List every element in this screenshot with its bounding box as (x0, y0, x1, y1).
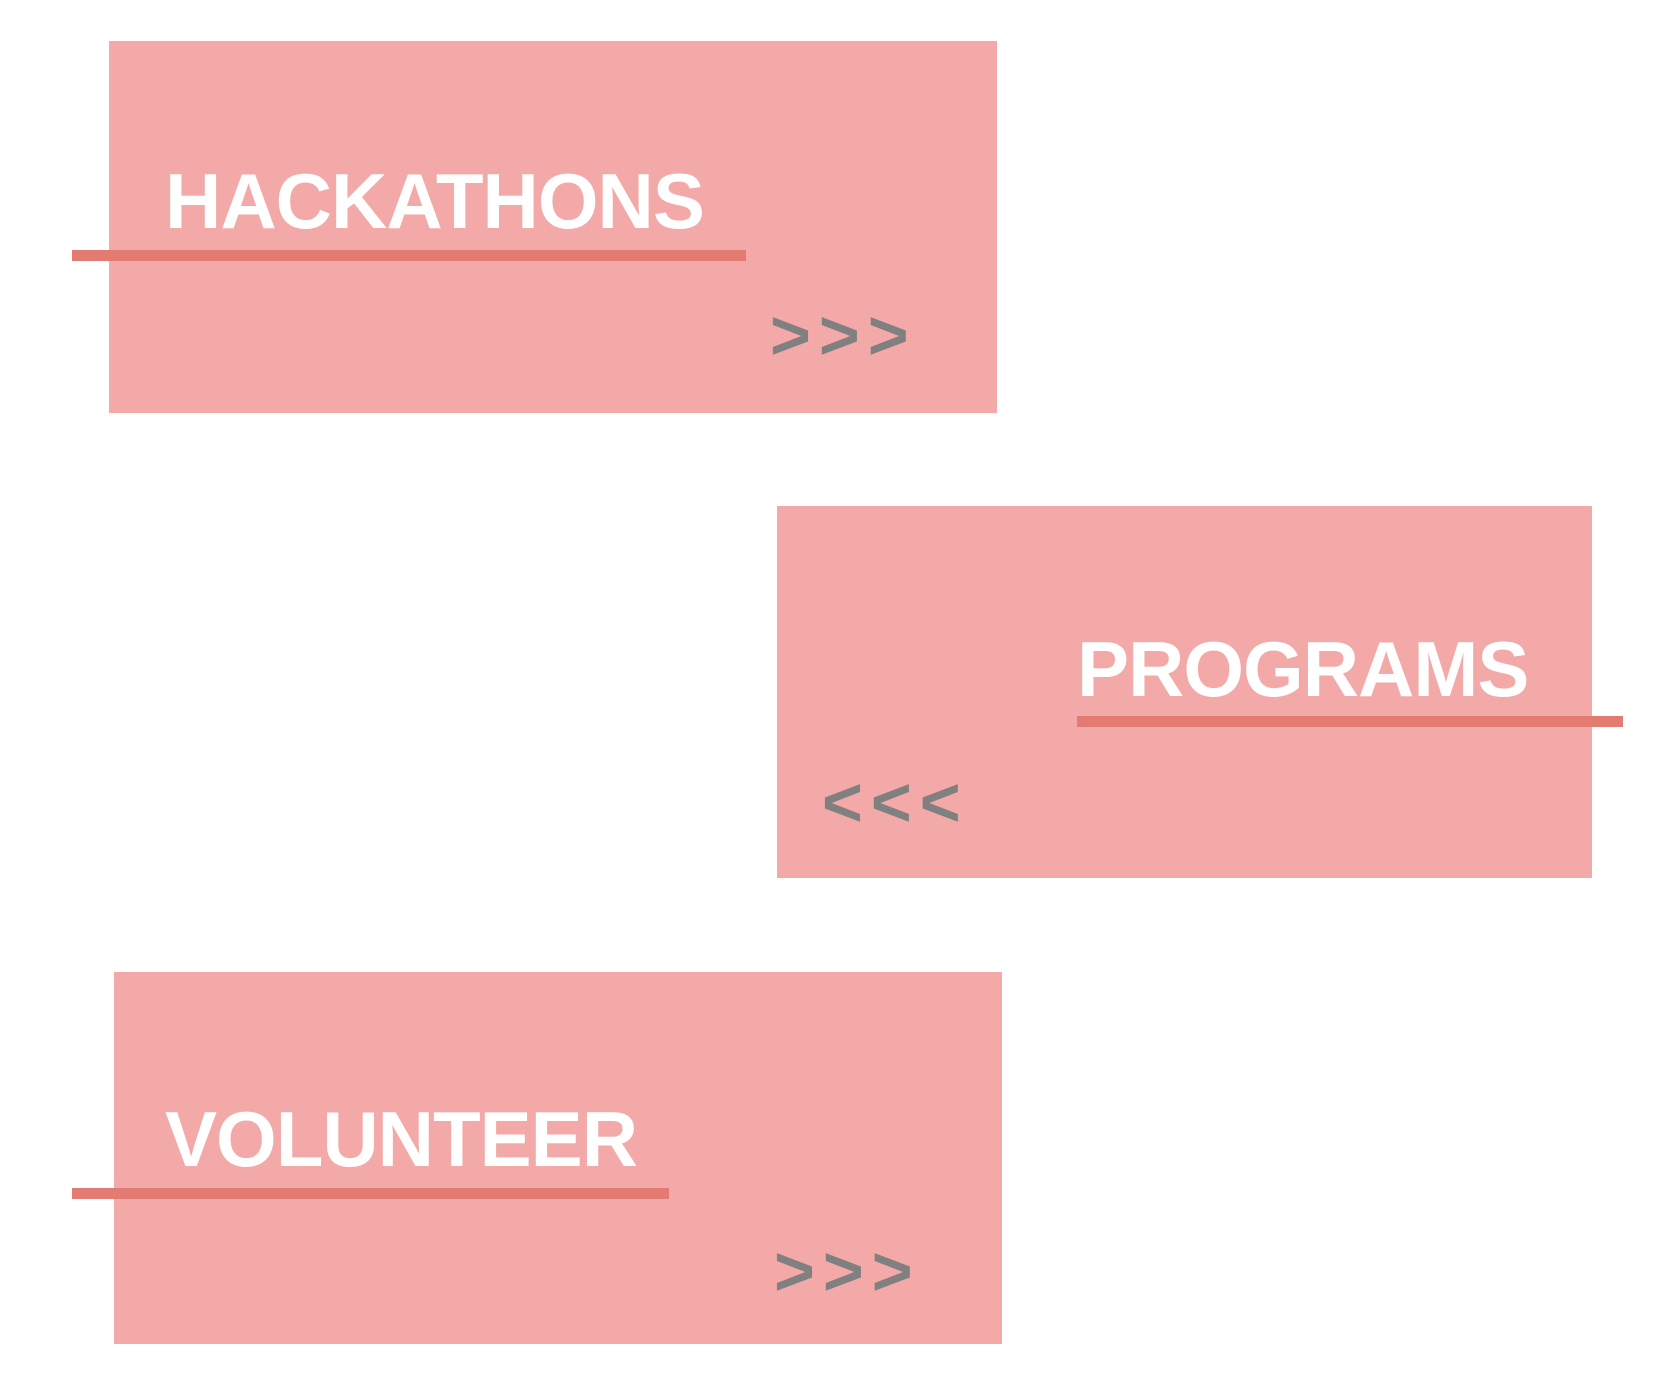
hackathons-card[interactable] (109, 41, 997, 413)
hackathons-underline (72, 250, 746, 261)
programs-back-arrows-icon[interactable]: <<< (822, 763, 969, 841)
programs-card[interactable] (777, 506, 1592, 878)
volunteer-underline (72, 1188, 669, 1199)
volunteer-title[interactable]: VOLUNTEER (165, 1095, 638, 1183)
programs-title[interactable]: PROGRAMS (1077, 625, 1529, 713)
hackathons-forward-arrows-icon[interactable]: >>> (770, 296, 917, 374)
volunteer-card[interactable] (114, 972, 1002, 1344)
volunteer-forward-arrows-icon[interactable]: >>> (774, 1232, 921, 1310)
hackathons-title[interactable]: HACKATHONS (165, 157, 705, 245)
programs-underline (1077, 716, 1623, 727)
